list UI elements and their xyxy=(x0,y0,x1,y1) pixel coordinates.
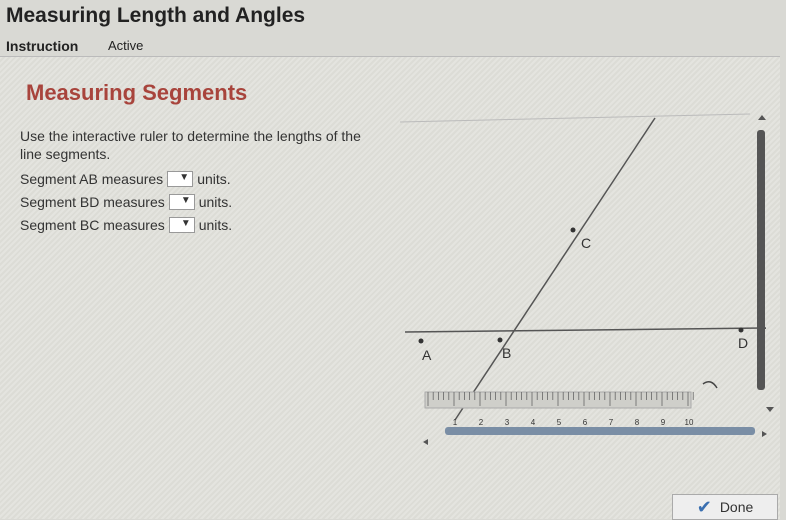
panel xyxy=(0,56,780,519)
scroll-right[interactable] xyxy=(762,431,767,437)
question-unit: units. xyxy=(198,194,233,210)
panel-title: Measuring Segments xyxy=(26,80,248,105)
question: Segment BD measures ▼ units. xyxy=(20,194,232,210)
ruler-label: 8 xyxy=(635,418,640,427)
question-unit: units. xyxy=(198,217,233,233)
ruler-label: 1 xyxy=(453,418,458,427)
ruler-label: 10 xyxy=(685,418,694,427)
ruler-label: 3 xyxy=(505,418,510,427)
ruler-label: 4 xyxy=(531,418,536,427)
ruler-label: 6 xyxy=(583,418,588,427)
h-scrollbar[interactable] xyxy=(445,427,755,435)
button-label: Done xyxy=(719,499,754,515)
question-unit: units. xyxy=(197,171,231,187)
question-text: Segment AB measures xyxy=(20,171,164,187)
app-title: Measuring Length and Angles xyxy=(6,4,306,27)
point xyxy=(497,337,503,343)
question: Segment AB measures ▼ units. xyxy=(20,171,231,187)
scroll-up[interactable] xyxy=(758,115,766,120)
point xyxy=(738,327,744,333)
divider xyxy=(399,113,751,123)
ruler-label: 9 xyxy=(661,418,666,427)
ruler-label: 5 xyxy=(557,418,562,427)
point-label: D xyxy=(738,335,748,351)
tab[interactable]: Instruction xyxy=(6,38,79,54)
v-scrollbar[interactable] xyxy=(757,130,765,390)
question-text: Segment BC measures xyxy=(20,217,165,233)
point xyxy=(570,227,576,233)
point-label: A xyxy=(422,347,432,363)
done-button[interactable]: ✔ Done xyxy=(672,494,778,520)
dropdown[interactable]: ▼ xyxy=(168,217,195,233)
dropdown[interactable]: ▼ xyxy=(167,171,194,187)
point-label: B xyxy=(502,345,511,361)
point-label: C xyxy=(581,235,591,251)
line-ad xyxy=(404,327,767,333)
scroll-left[interactable] xyxy=(423,439,428,445)
rotate-handle[interactable] xyxy=(702,381,718,389)
tab[interactable]: Active xyxy=(108,38,144,53)
question-text: Segment BD measures xyxy=(20,194,165,210)
instructions: Use the interactive ruler to determine t… xyxy=(20,128,361,162)
ruler-label: 2 xyxy=(479,418,484,427)
line-bc xyxy=(454,117,656,421)
scroll-down[interactable] xyxy=(766,407,774,412)
dropdown[interactable]: ▼ xyxy=(168,194,195,210)
question: Segment BC measures ▼ units. xyxy=(20,217,232,233)
ruler[interactable]: 1 2 3 4 5 6 7 8 9 10 xyxy=(424,391,694,427)
check-icon: ✔ xyxy=(696,496,712,517)
ruler-label: 7 xyxy=(609,418,614,427)
point xyxy=(418,338,424,344)
